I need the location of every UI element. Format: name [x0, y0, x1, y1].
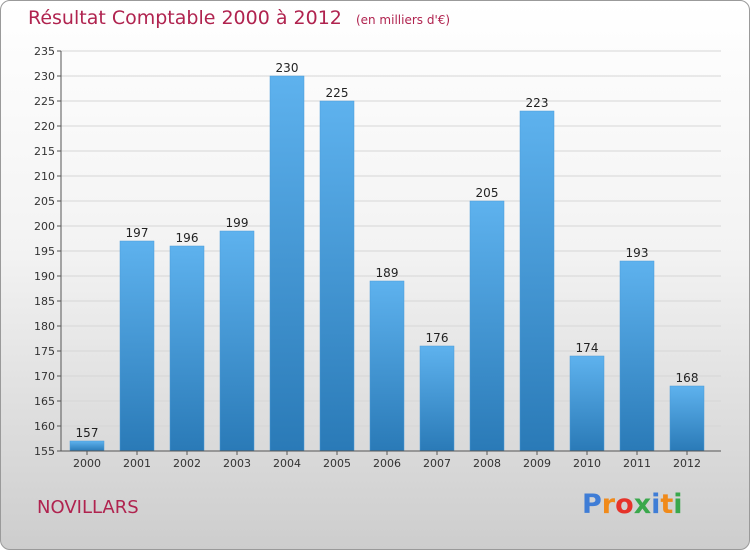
axis-layer: 155 160 165 170 175 180 185 190 195 200 205 210 215 2… [34, 45, 721, 470]
bar-2012 [669, 385, 705, 452]
bar-2006 [369, 280, 405, 452]
data-label-2000: 157 [76, 426, 99, 440]
commune-name: NOVILLARS [37, 497, 139, 518]
data-label-2009: 223 [526, 96, 549, 110]
y-tick-label: 165 [34, 395, 55, 408]
x-tick-label-2001: 2001 [123, 457, 151, 470]
bar-2009 [519, 110, 555, 452]
data-label-2005: 225 [326, 86, 349, 100]
bar-2001 [119, 240, 155, 452]
y-tick-label: 160 [34, 420, 55, 433]
data-label-2010: 174 [576, 341, 599, 355]
proxiti-logo[interactable]: Proxiti [582, 489, 683, 520]
data-label-2003: 199 [226, 216, 249, 230]
bar-2011 [619, 260, 655, 452]
x-tick-label-2002: 2002 [173, 457, 201, 470]
x-tick-label-2012: 2012 [673, 457, 701, 470]
y-tick-label: 190 [34, 270, 55, 283]
title-text: Résultat Comptable 2000 à 2012 [28, 7, 342, 29]
x-tick-label-2006: 2006 [373, 457, 401, 470]
bar-2002 [169, 245, 205, 452]
x-tick-label-2007: 2007 [423, 457, 451, 470]
data-label-2011: 193 [626, 246, 649, 260]
x-tick-label-2009: 2009 [523, 457, 551, 470]
data-label-2006: 189 [376, 266, 399, 280]
bar-2005 [319, 100, 355, 452]
bar-2007 [419, 345, 455, 452]
y-tick-label: 200 [34, 220, 55, 233]
x-tick-label-2010: 2010 [573, 457, 601, 470]
data-label-2004: 230 [276, 61, 299, 75]
bar-layer: 157 197 196 199 230 225 189 176 205 223 174 193 168 [69, 61, 705, 452]
x-tick-label-2003: 2003 [223, 457, 251, 470]
bar-2008 [469, 200, 505, 452]
data-label-2002: 196 [176, 231, 199, 245]
y-tick-label: 175 [34, 345, 55, 358]
y-tick-label: 225 [34, 95, 55, 108]
x-tick-label-2000: 2000 [73, 457, 101, 470]
y-tick-label: 230 [34, 70, 55, 83]
x-tick-label-2005: 2005 [323, 457, 351, 470]
x-tick-label-2008: 2008 [473, 457, 501, 470]
data-label-2001: 197 [126, 226, 149, 240]
y-tick-label: 210 [34, 170, 55, 183]
bar-2000 [69, 440, 105, 452]
y-tick-label: 185 [34, 295, 55, 308]
y-tick-label: 220 [34, 120, 55, 133]
x-tick-label-2011: 2011 [623, 457, 651, 470]
chart-title: Résultat Comptable 2000 à 2012 (en milli… [28, 7, 450, 29]
y-tick-label: 180 [34, 320, 55, 333]
y-tick-label: 170 [34, 370, 55, 383]
y-tick-label: 155 [34, 445, 55, 458]
data-label-2012: 168 [676, 371, 699, 385]
y-tick-label: 235 [34, 45, 55, 58]
data-label-2008: 205 [476, 186, 499, 200]
x-tick-label-2004: 2004 [273, 457, 301, 470]
bar-2004 [269, 75, 305, 452]
title-unit: (en milliers d'€) [355, 13, 451, 27]
bar-2010 [569, 355, 605, 452]
y-tick-label: 205 [34, 195, 55, 208]
bar-2003 [219, 230, 255, 452]
y-tick-label: 215 [34, 145, 55, 158]
data-label-2007: 176 [426, 331, 449, 345]
grid-layer [61, 50, 721, 452]
y-tick-label: 195 [34, 245, 55, 258]
